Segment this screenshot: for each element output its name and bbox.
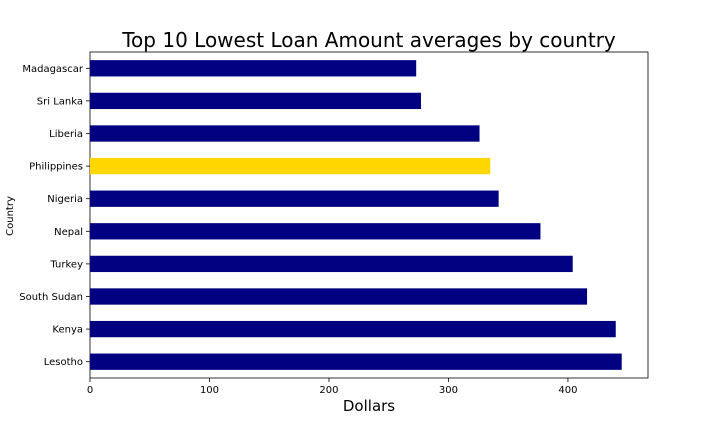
y-tick-label: Turkey xyxy=(49,259,83,270)
y-tick-label: Sri Lanka xyxy=(37,96,83,107)
bars-group xyxy=(90,60,622,370)
y-axis-ticks: Madagascar Sri Lanka Liberia Philippines Nig… xyxy=(19,64,90,368)
x-tick-label: 100 xyxy=(200,385,219,396)
bar-sri-lanka xyxy=(90,92,421,110)
y-tick-label: Liberia xyxy=(49,129,83,140)
y-tick-label: South Sudan xyxy=(19,292,83,303)
bar-lesotho xyxy=(90,353,622,370)
bar-nigeria xyxy=(90,190,499,207)
y-axis-label: Country xyxy=(5,196,16,236)
y-tick-label: Lesotho xyxy=(44,357,83,368)
y-tick-label: Philippines xyxy=(29,162,83,173)
x-axis-ticks: 0 100 200 300 400 xyxy=(87,378,577,396)
plot-area-frame xyxy=(89,51,649,379)
bar-south-sudan xyxy=(90,288,588,305)
chart-title: Top 10 Lowest Loan Amount averages by co… xyxy=(121,28,616,52)
bar-liberia xyxy=(90,125,480,142)
bar-turkey xyxy=(90,255,573,273)
bar-kenya xyxy=(90,320,616,338)
bar-philippines xyxy=(90,157,491,175)
x-axis-label: Dollars xyxy=(343,397,395,415)
y-tick-label: Nigeria xyxy=(47,194,83,205)
bar-nepal xyxy=(90,223,541,240)
x-tick-label: 200 xyxy=(319,385,338,396)
bar-madagascar xyxy=(90,60,417,77)
x-tick-label: 0 xyxy=(87,385,93,396)
x-tick-label: 300 xyxy=(439,385,458,396)
y-tick-label: Madagascar xyxy=(22,64,84,75)
x-tick-label: 400 xyxy=(558,385,577,396)
y-tick-label: Nepal xyxy=(54,227,83,238)
y-tick-label: Kenya xyxy=(52,325,83,336)
